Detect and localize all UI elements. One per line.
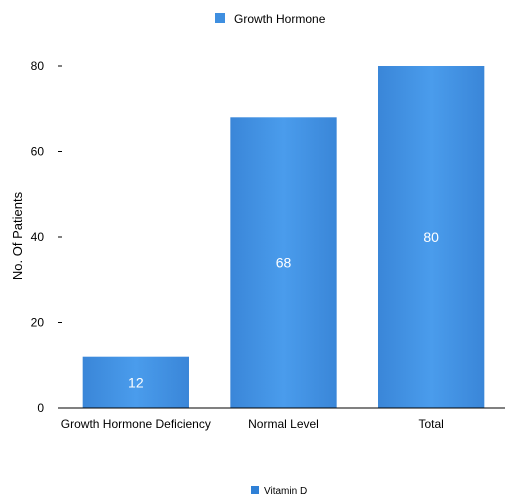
bar-data-label: 12 xyxy=(128,374,144,390)
y-tick-label: 80 xyxy=(31,59,45,73)
bar xyxy=(82,356,189,408)
bar-data-label: 68 xyxy=(276,255,292,271)
bar-data-label: 80 xyxy=(423,229,439,245)
x-tick-label: Total xyxy=(418,417,443,431)
x-axis: Growth Hormone Deficiency Normal Level Tot… xyxy=(61,407,505,431)
bars: 12 68 80 xyxy=(82,66,485,409)
bar xyxy=(378,66,485,408)
x-tick-label: Normal Level xyxy=(248,417,319,431)
footer-legend-label: Vitamin D xyxy=(264,486,307,497)
legend-swatch xyxy=(215,13,225,23)
y-tick-label: 40 xyxy=(31,230,45,244)
y-axis-label: No. Of Patients xyxy=(10,191,25,280)
legend: Growth Hormone xyxy=(215,12,326,26)
y-axis: 0 20 40 60 80 xyxy=(31,59,62,415)
y-tick-label: 20 xyxy=(31,316,45,330)
y-tick-label: 60 xyxy=(31,145,45,159)
x-tick-label: Growth Hormone Deficiency xyxy=(61,417,211,431)
y-tick-label: 0 xyxy=(37,401,44,415)
footer-legend: Vitamin D xyxy=(251,486,307,497)
footer-legend-swatch xyxy=(251,486,259,494)
bar xyxy=(230,117,337,409)
legend-label: Growth Hormone xyxy=(234,12,326,26)
